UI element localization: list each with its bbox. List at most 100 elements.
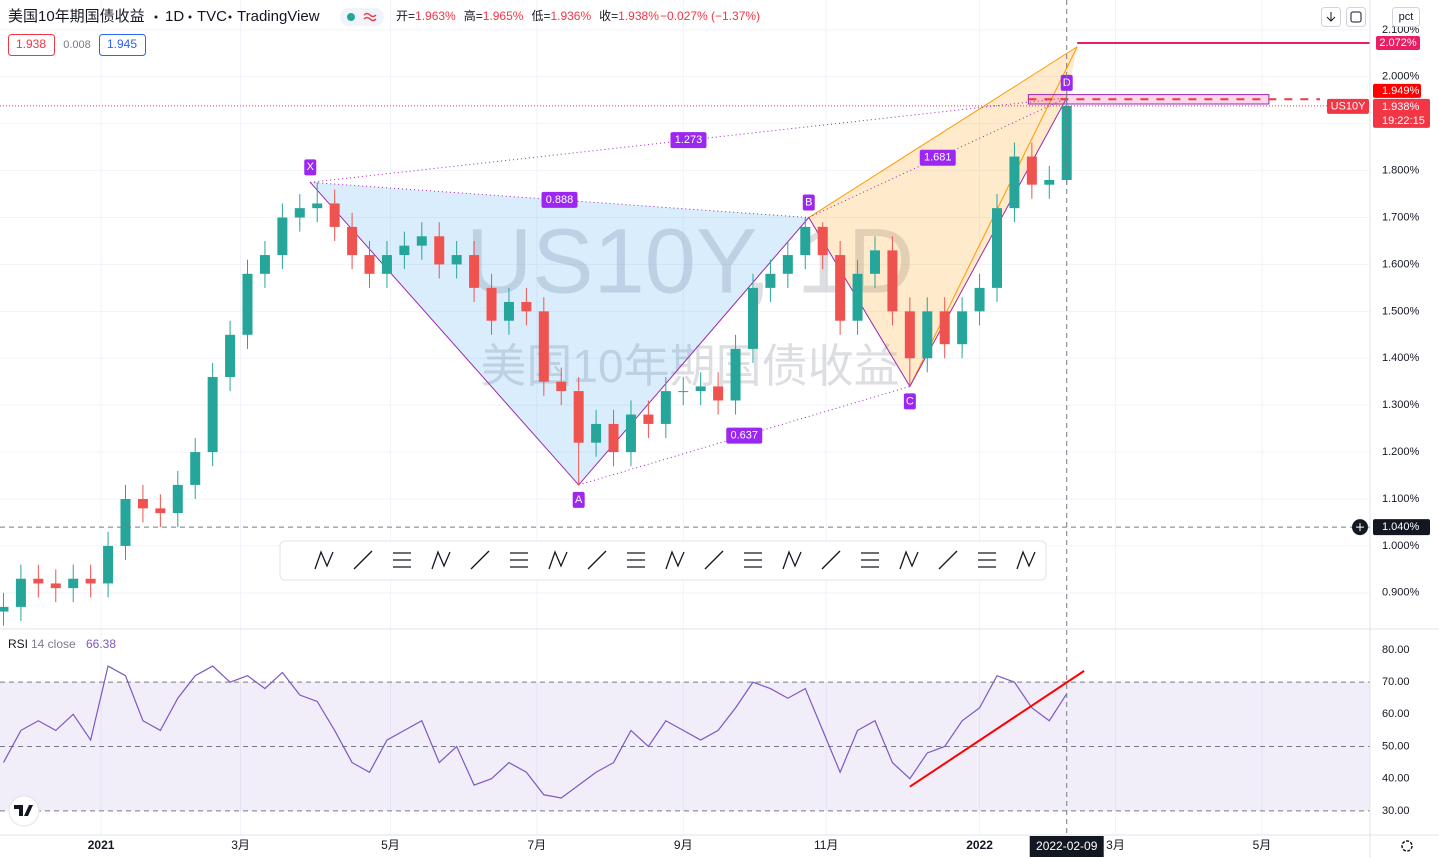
market-status <box>347 13 355 21</box>
candle-body <box>747 287 758 349</box>
candle-body <box>660 391 671 424</box>
tool-icon <box>393 552 411 568</box>
tool-button[interactable] <box>815 546 847 575</box>
logo-badge[interactable] <box>8 795 40 827</box>
tool-button[interactable] <box>425 546 457 575</box>
tool-icon <box>704 550 724 570</box>
x-tick-label: 11月 <box>814 838 838 852</box>
candle-body <box>887 250 898 312</box>
tool-button[interactable] <box>971 546 1003 575</box>
candle-body <box>1009 156 1020 209</box>
candle-body <box>591 423 602 443</box>
date-label: 2022-02-09 <box>1036 839 1098 853</box>
candle-body <box>451 255 462 265</box>
status-pill[interactable] <box>340 8 384 26</box>
platform: TradingView <box>237 8 320 25</box>
spread: 0.008 <box>63 39 91 51</box>
tool-button[interactable] <box>386 546 418 575</box>
settings-icon[interactable] <box>1401 840 1413 852</box>
alert-label: 1.949% <box>1382 85 1420 97</box>
candle-body <box>120 498 131 546</box>
tool-button[interactable] <box>620 546 652 575</box>
ask-box[interactable] <box>99 34 146 56</box>
candle-body <box>416 236 427 246</box>
crosshair-tag <box>1373 519 1430 536</box>
candle-body <box>329 203 340 227</box>
candle-body <box>0 606 9 612</box>
tool-button[interactable] <box>464 546 496 575</box>
tool-button[interactable] <box>737 546 769 575</box>
x-tick-label: 3月 <box>1106 838 1125 852</box>
plot <box>0 93 1085 799</box>
x-tick-label: 9月 <box>674 838 693 852</box>
point-label: A <box>575 494 583 506</box>
candle-body <box>259 255 270 274</box>
candle-body <box>521 301 532 312</box>
drawing-toolbar <box>279 540 1047 581</box>
x-tick-label: 2022 <box>966 838 993 852</box>
plus-icon <box>1356 523 1364 532</box>
ratio-label: 0.637 <box>730 430 758 442</box>
tool-button[interactable] <box>347 546 379 575</box>
candle-body <box>852 273 863 321</box>
axes: 2021 3月 5月 7月 9月 11月 2022 3月 5月 0.900% 1.000% 1.100… <box>88 24 1430 857</box>
y-tick-label: 40.00 <box>1382 773 1410 785</box>
bid-box[interactable] <box>8 34 55 56</box>
candle-body <box>172 484 183 514</box>
candle-body <box>939 311 950 345</box>
tool-button[interactable] <box>659 546 691 575</box>
tool-button[interactable] <box>308 546 340 575</box>
ratio-label: 1.273 <box>675 134 703 146</box>
ohlc-label: 开= <box>396 9 415 23</box>
alert-tag <box>1373 83 1421 98</box>
tool-button[interactable] <box>698 546 730 575</box>
tool-button[interactable] <box>932 546 964 575</box>
y-tick-label: 1.600% <box>1382 258 1420 270</box>
candle-body <box>800 226 811 256</box>
tool-button[interactable] <box>893 546 925 575</box>
candle-body <box>695 386 706 392</box>
change: −0.027% (−1.37%) <box>660 9 760 23</box>
candle-body <box>364 255 375 274</box>
tool-icon <box>470 550 490 570</box>
ohlc-value: 1.963% <box>415 9 456 23</box>
candle-body <box>556 381 567 392</box>
tool-button[interactable] <box>503 546 535 575</box>
y-tick-label: 2.100% <box>1382 24 1420 36</box>
maximize-button[interactable] <box>1346 7 1366 27</box>
candle-body <box>503 301 514 321</box>
last-price-label: 1.938% <box>1382 101 1420 113</box>
tool-button[interactable] <box>581 546 613 575</box>
ratio-line <box>808 97 1067 218</box>
candle-body <box>277 217 288 256</box>
tool-icon <box>744 552 762 568</box>
tool-icon <box>431 550 451 570</box>
tool-icon <box>587 550 607 570</box>
candle-body <box>312 203 323 209</box>
tool-button[interactable] <box>542 546 574 575</box>
ohlc-value: 1.938% <box>618 9 659 23</box>
candle-body <box>991 208 1002 288</box>
tool-icon <box>1016 550 1036 570</box>
tool-button[interactable] <box>776 546 808 575</box>
exchange: TVC <box>197 8 227 25</box>
indicator-params: 14 close <box>31 637 76 651</box>
y-tick-label: 80.00 <box>1382 644 1410 656</box>
x-tick-label: 7月 <box>528 838 547 852</box>
scale-button[interactable] <box>1392 7 1420 27</box>
toolbar-tools <box>308 546 1042 575</box>
separator <box>188 15 192 19</box>
tool-button[interactable] <box>1010 546 1042 575</box>
candle-body <box>835 255 846 321</box>
tool-icon <box>314 550 334 570</box>
candle-body <box>782 255 793 274</box>
x-tick-label: 2021 <box>88 838 115 852</box>
countdown: 19:22:15 <box>1382 115 1425 127</box>
candle-body <box>15 578 26 607</box>
point-label: C <box>906 395 914 407</box>
indicator-value: 66.38 <box>86 637 116 651</box>
y-tick-label: 1.300% <box>1382 399 1420 411</box>
x-tick-label: 3月 <box>231 838 250 852</box>
tool-button[interactable] <box>854 546 886 575</box>
